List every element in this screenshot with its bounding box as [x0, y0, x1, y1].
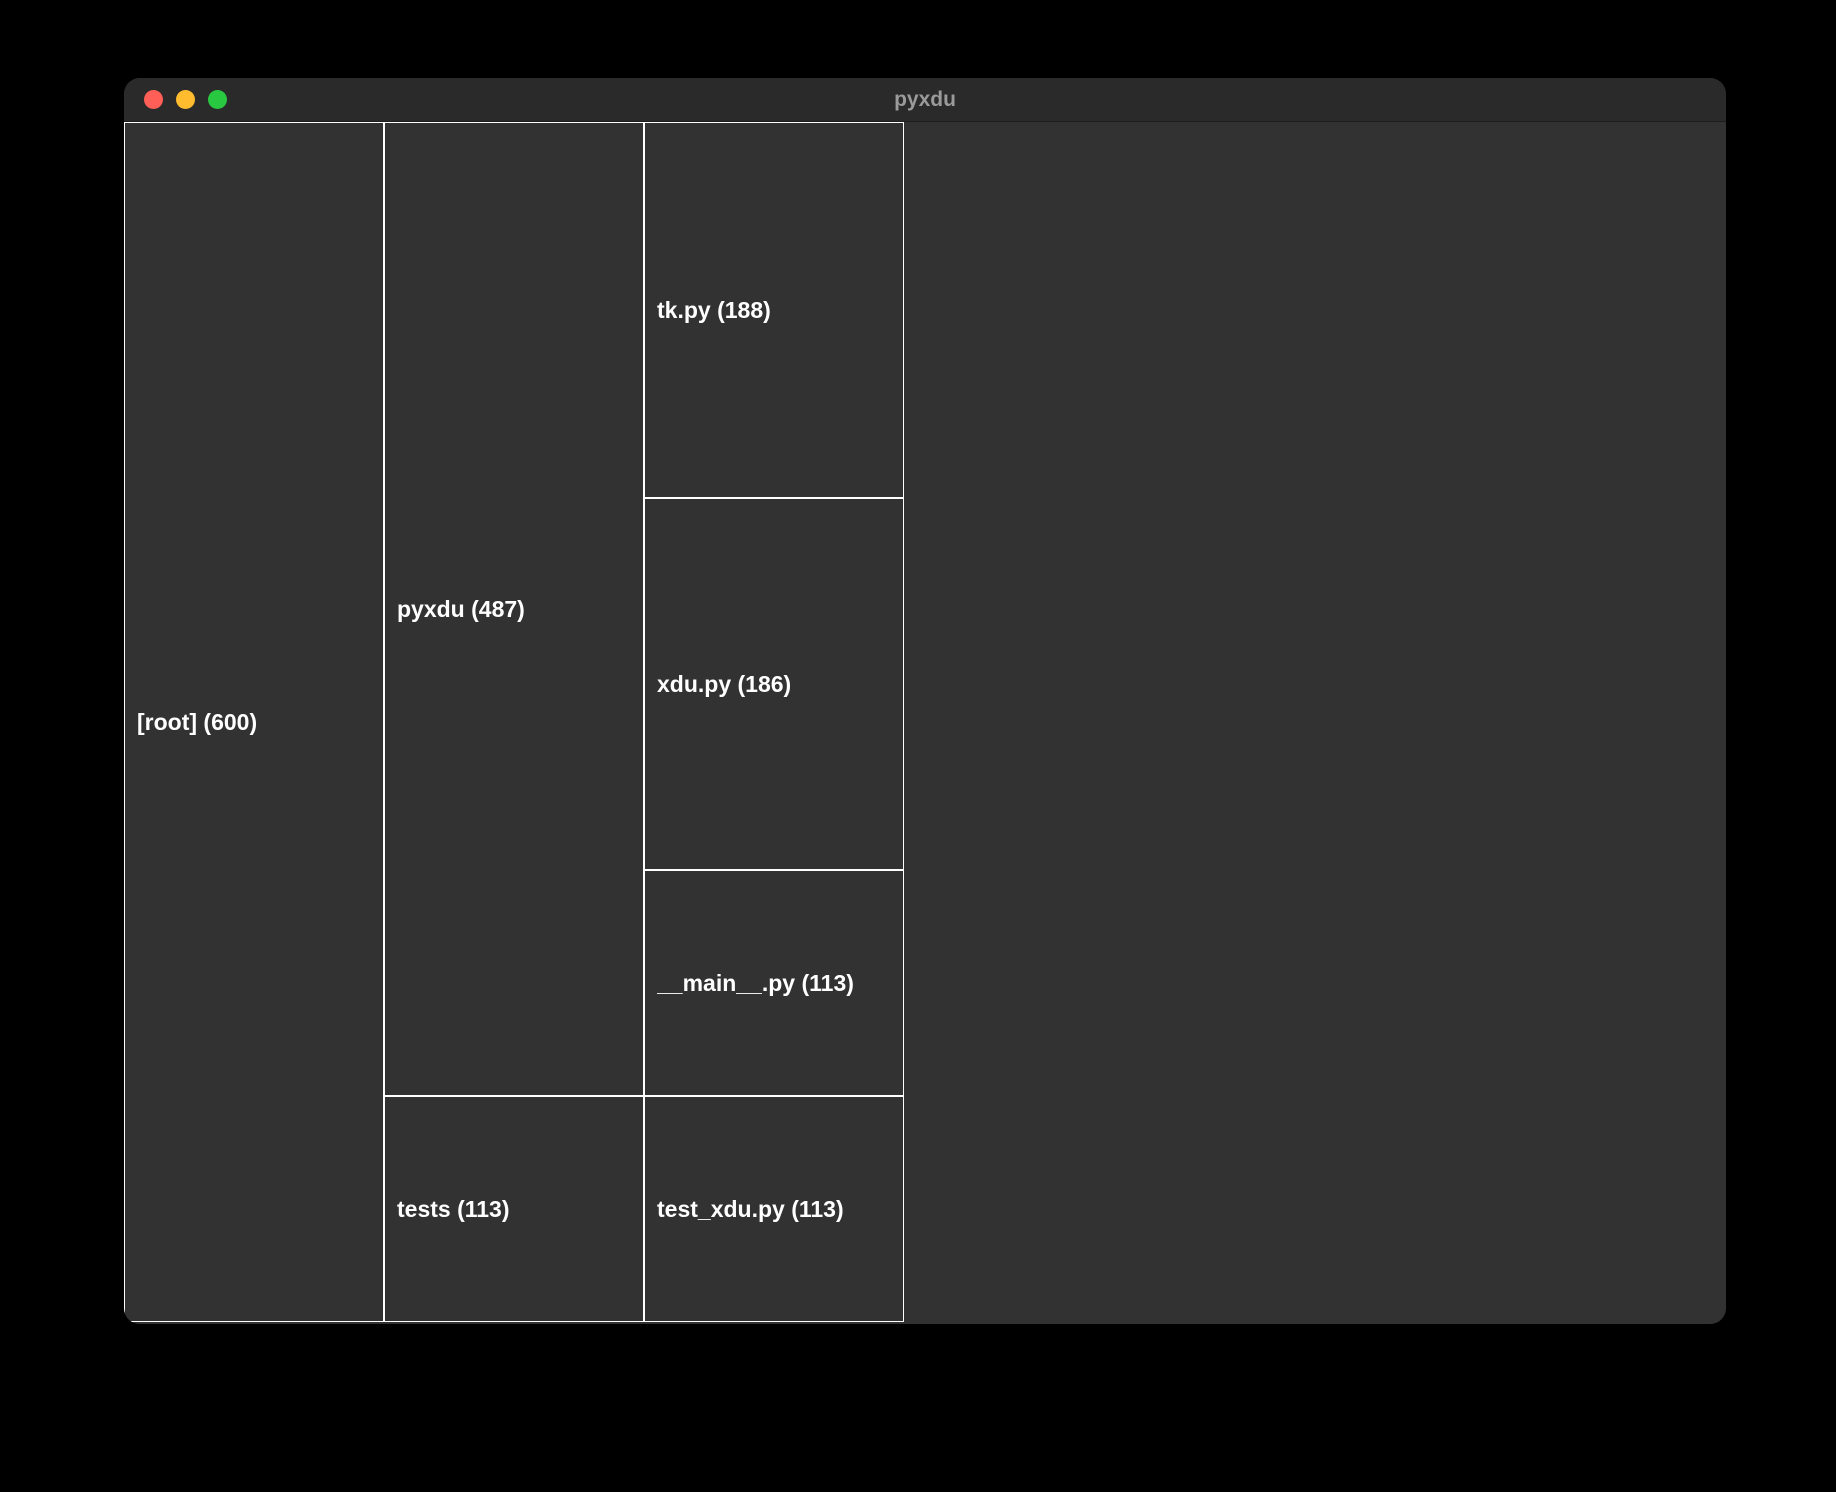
cell-label: tests (113)	[397, 1196, 510, 1223]
app-window: pyxdu [root] (600) pyxdu (487) tests (113)…	[124, 78, 1726, 1324]
traffic-lights	[124, 90, 227, 109]
treemap-cell-test_xdu[interactable]: test_xdu.py (113)	[644, 1096, 904, 1322]
treemap[interactable]: [root] (600) pyxdu (487) tests (113) tk.py …	[124, 122, 904, 1322]
treemap-cell-root[interactable]: [root] (600)	[124, 122, 384, 1322]
treemap-cell-xdu[interactable]: xdu.py (186)	[644, 498, 904, 870]
treemap-cell-tk[interactable]: tk.py (188)	[644, 122, 904, 498]
treemap-cell-pyxdu[interactable]: pyxdu (487)	[384, 122, 644, 1096]
cell-label: test_xdu.py (113)	[657, 1196, 844, 1223]
treemap-cell-tests[interactable]: tests (113)	[384, 1096, 644, 1322]
cell-label: xdu.py (186)	[657, 671, 791, 698]
close-button[interactable]	[144, 90, 163, 109]
minimize-button[interactable]	[176, 90, 195, 109]
cell-label: __main__.py (113)	[657, 970, 854, 997]
cell-label: pyxdu (487)	[397, 596, 525, 623]
titlebar[interactable]: pyxdu	[124, 78, 1726, 122]
cell-label: [root] (600)	[137, 709, 257, 736]
zoom-button[interactable]	[208, 90, 227, 109]
window-title: pyxdu	[124, 88, 1726, 112]
treemap-cell-main[interactable]: __main__.py (113)	[644, 870, 904, 1096]
content-area: [root] (600) pyxdu (487) tests (113) tk.py …	[124, 122, 1726, 1324]
cell-label: tk.py (188)	[657, 297, 771, 324]
